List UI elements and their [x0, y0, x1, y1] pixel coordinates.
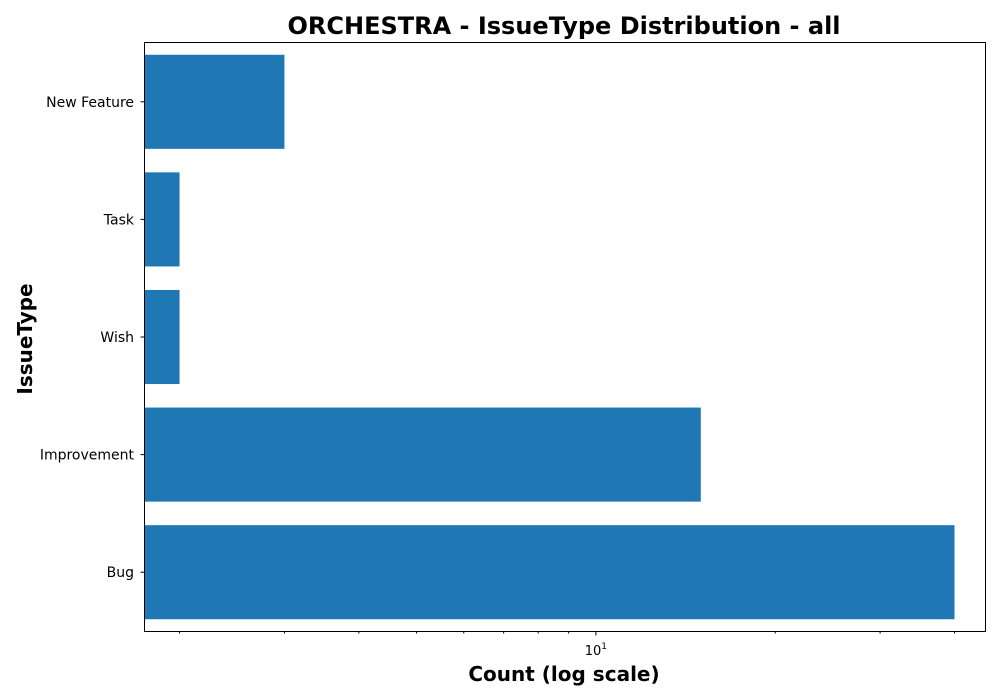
bar-new-feature — [145, 54, 285, 149]
bar-task — [145, 172, 180, 267]
bar-improvement — [145, 407, 701, 502]
y-tick-label-improvement: Improvement — [40, 448, 135, 464]
chart-title: ORCHESTRA - IssueType Distribution - all — [287, 12, 840, 40]
x-tick-label-10: 101 — [585, 642, 607, 659]
x-ticks-layer: 101 — [179, 631, 956, 659]
bars-layer — [145, 54, 955, 620]
y-tick-label-task: Task — [103, 212, 135, 228]
y-ticks-layer: Bug Improvement Wish Task New Feature — [40, 95, 145, 581]
bar-bug — [145, 525, 955, 620]
y-tick-label-bug: Bug — [107, 565, 134, 581]
y-tick-label-new-feature: New Feature — [46, 95, 134, 111]
x-axis-label: Count (log scale) — [468, 662, 659, 686]
y-tick-label-wish: Wish — [100, 330, 134, 346]
bar-wish — [145, 289, 180, 385]
y-axis-label: IssueType — [13, 283, 37, 394]
